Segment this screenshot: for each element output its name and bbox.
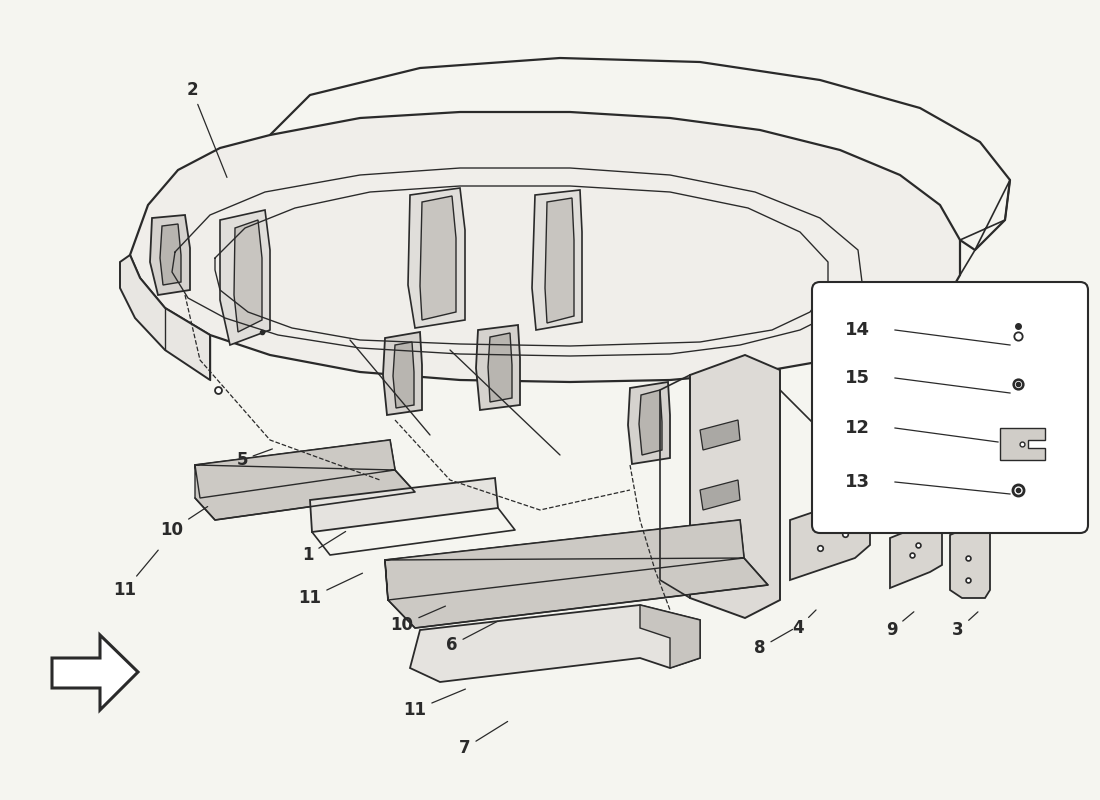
Polygon shape [195, 440, 395, 498]
Polygon shape [234, 220, 262, 332]
Text: 9: 9 [887, 612, 914, 639]
Polygon shape [385, 520, 768, 628]
Polygon shape [408, 188, 465, 328]
Text: 3: 3 [953, 612, 978, 639]
Polygon shape [700, 480, 740, 510]
Text: 14: 14 [845, 321, 870, 339]
Text: 10: 10 [390, 606, 446, 634]
Text: 10: 10 [161, 506, 208, 539]
Polygon shape [790, 498, 870, 580]
Polygon shape [700, 540, 740, 570]
Polygon shape [220, 210, 270, 345]
Polygon shape [1000, 428, 1045, 460]
Polygon shape [476, 325, 520, 410]
Polygon shape [890, 522, 942, 588]
Text: 13: 13 [845, 473, 870, 491]
FancyBboxPatch shape [812, 282, 1088, 533]
Polygon shape [385, 520, 744, 600]
Polygon shape [120, 255, 210, 380]
Polygon shape [544, 198, 574, 323]
Polygon shape [393, 342, 414, 408]
Polygon shape [160, 224, 182, 285]
Text: 11: 11 [113, 550, 158, 599]
Polygon shape [420, 196, 456, 320]
Polygon shape [195, 440, 415, 520]
Polygon shape [150, 215, 190, 295]
Polygon shape [640, 605, 700, 668]
Text: 11: 11 [298, 573, 363, 607]
Text: 15: 15 [845, 369, 870, 387]
Polygon shape [532, 190, 582, 330]
Polygon shape [488, 333, 512, 402]
Text: 11: 11 [404, 689, 465, 719]
Polygon shape [410, 605, 700, 682]
Polygon shape [52, 635, 138, 710]
Polygon shape [700, 420, 740, 450]
Text: 4: 4 [792, 610, 816, 637]
Polygon shape [130, 112, 960, 382]
Polygon shape [690, 355, 780, 618]
Text: 1: 1 [302, 531, 345, 564]
Text: 5: 5 [236, 449, 273, 469]
Text: 12: 12 [845, 419, 870, 437]
Text: 2: 2 [186, 81, 227, 178]
Polygon shape [310, 478, 498, 532]
Text: 8: 8 [755, 630, 793, 657]
Polygon shape [628, 382, 670, 464]
Polygon shape [639, 390, 662, 455]
Text: 7: 7 [459, 722, 507, 757]
Polygon shape [950, 520, 990, 598]
Text: 6: 6 [447, 622, 497, 654]
Polygon shape [383, 332, 422, 415]
